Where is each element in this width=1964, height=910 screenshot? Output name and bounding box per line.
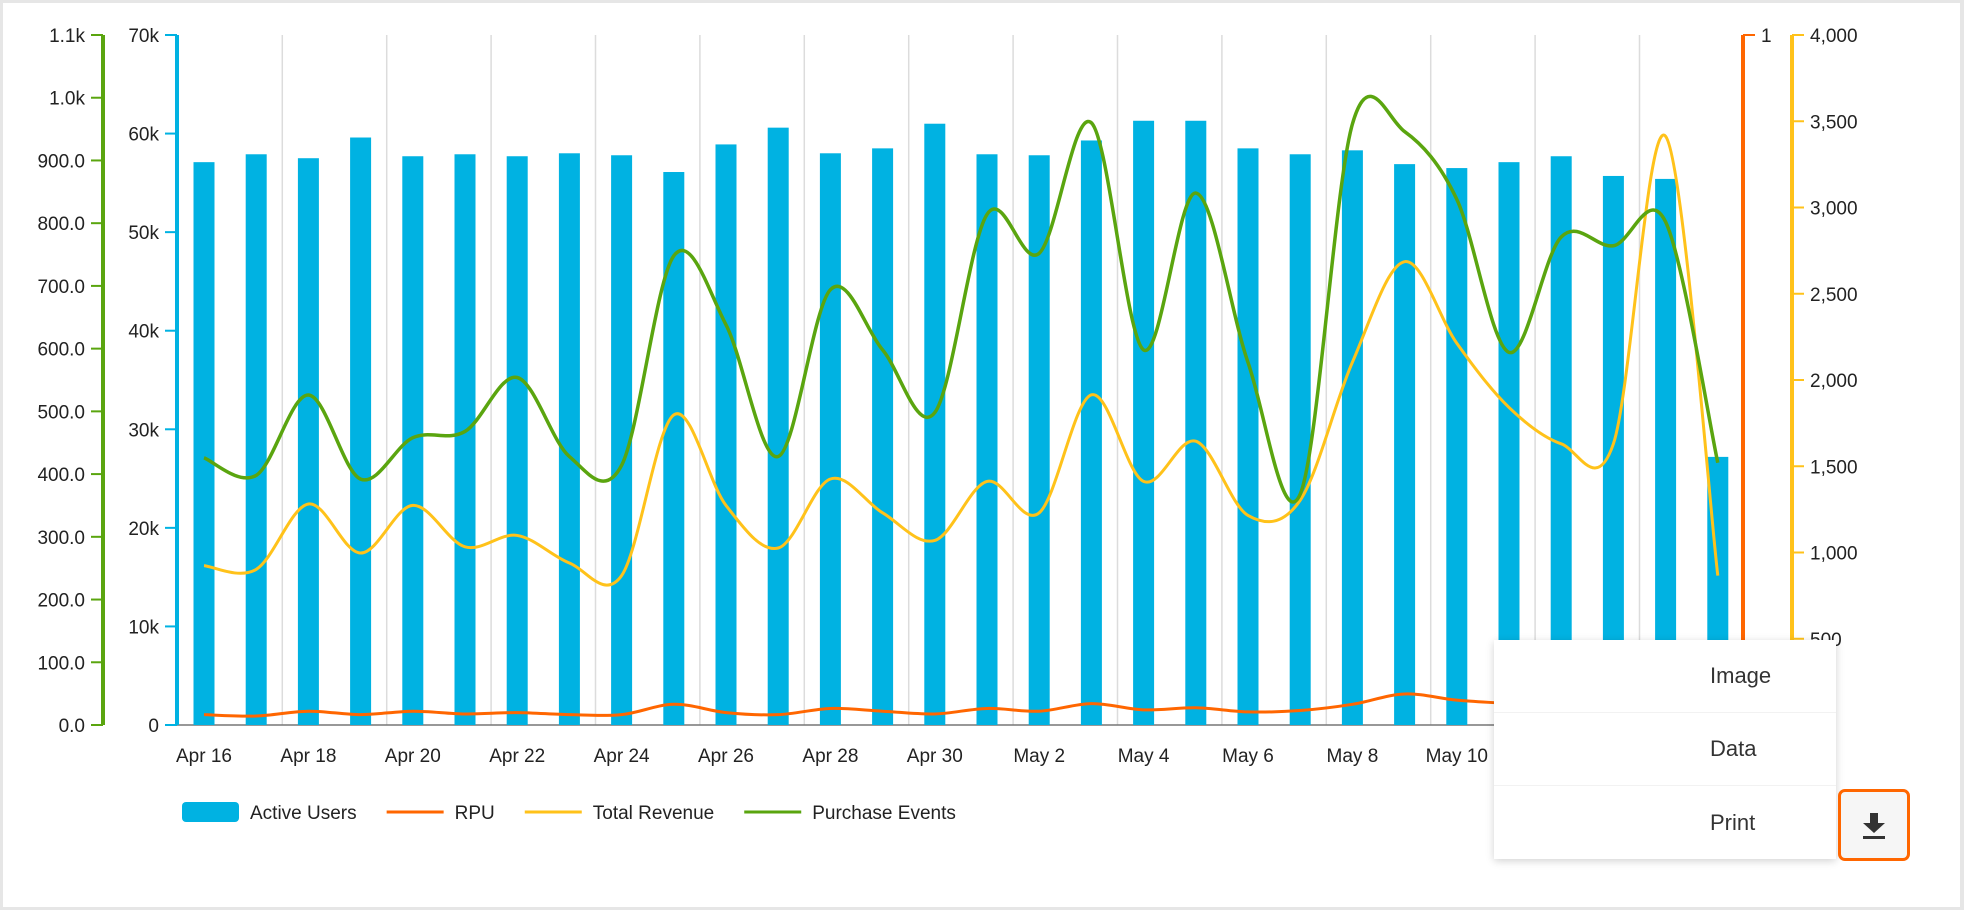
purchase-tick-label: 1.1k xyxy=(49,26,85,47)
x-tick-label: May 2 xyxy=(1013,746,1065,767)
x-tick-label: Apr 20 xyxy=(385,746,441,767)
legend-label-rpu: RPU xyxy=(455,803,495,824)
users-tick-label: 20k xyxy=(128,519,159,540)
purchase-tick-label: 400.0 xyxy=(37,465,85,486)
bar-active-users xyxy=(1446,168,1468,726)
bar-active-users xyxy=(1550,156,1572,725)
bar-active-users xyxy=(1602,175,1624,725)
legend-label-active-users: Active Users xyxy=(250,803,357,824)
x-tick-label: Apr 16 xyxy=(176,746,232,767)
users-tick-label: 70k xyxy=(128,26,159,47)
purchase-tick-label: 500.0 xyxy=(37,402,85,423)
x-tick-label: Apr 28 xyxy=(802,746,858,767)
x-tick-label: May 6 xyxy=(1222,746,1274,767)
x-tick-label: May 10 xyxy=(1426,746,1488,767)
bar-active-users xyxy=(715,144,737,725)
line-rpu xyxy=(203,692,1718,718)
users-tick-label: 0 xyxy=(148,716,159,737)
bar-active-users xyxy=(193,162,215,725)
revenue-tick-label: 1,500 xyxy=(1810,457,1858,478)
x-tick-label: Apr 22 xyxy=(489,746,545,767)
download-button[interactable] xyxy=(1838,789,1910,861)
purchase-tick-label: 600.0 xyxy=(37,340,85,361)
line-purchase-events xyxy=(203,94,1720,504)
bar-active-users xyxy=(1185,120,1207,725)
purchase-tick-label: 100.0 xyxy=(37,653,85,674)
bar-active-users xyxy=(1080,140,1102,725)
x-tick-label: Apr 18 xyxy=(280,746,336,767)
bar-active-users xyxy=(663,172,685,725)
rpu-tick-label: 1 xyxy=(1761,26,1772,47)
menu-item-data-label: Data xyxy=(1710,736,1757,761)
revenue-tick-label: 2,000 xyxy=(1810,371,1858,392)
bar-active-users xyxy=(872,148,894,725)
menu-item-print[interactable]: Print xyxy=(1494,786,1836,859)
bar-active-users xyxy=(1237,148,1259,725)
bar-active-users xyxy=(1028,155,1050,725)
users-tick-label: 40k xyxy=(128,322,159,343)
purchase-tick-label: 200.0 xyxy=(37,591,85,612)
users-tick-label: 50k xyxy=(128,223,159,244)
purchase-tick-label: 0.0 xyxy=(59,716,85,737)
legend-label-total-revenue: Total Revenue xyxy=(593,803,714,824)
purchase-tick-label: 300.0 xyxy=(37,528,85,549)
users-tick-label: 30k xyxy=(128,420,159,441)
bar-active-users xyxy=(506,156,528,725)
users-tick-label: 10k xyxy=(128,617,159,638)
revenue-tick-label: 4,000 xyxy=(1810,26,1858,47)
bar-active-users xyxy=(767,127,789,725)
bar-active-users xyxy=(1341,150,1363,726)
menu-item-image[interactable]: Image xyxy=(1494,640,1836,713)
menu-item-data[interactable]: Data xyxy=(1494,713,1836,786)
bar-active-users xyxy=(924,123,946,725)
line-total-revenue xyxy=(203,133,1720,587)
x-tick-label: May 8 xyxy=(1327,746,1379,767)
bar-active-users xyxy=(1655,178,1677,725)
bar-active-users xyxy=(1498,162,1520,725)
bar-active-users xyxy=(1394,164,1416,726)
purchase-tick-label: 900.0 xyxy=(37,151,85,172)
x-tick-label: Apr 30 xyxy=(907,746,963,767)
purchase-tick-label: 1.0k xyxy=(49,89,85,110)
bar-active-users xyxy=(350,137,372,725)
bar-active-users xyxy=(245,154,267,725)
bar-active-users xyxy=(1289,154,1311,725)
x-tick-label: Apr 26 xyxy=(698,746,754,767)
revenue-tick-label: 3,000 xyxy=(1810,199,1858,220)
bar-active-users xyxy=(402,156,424,725)
x-tick-label: May 4 xyxy=(1118,746,1170,767)
purchase-tick-label: 800.0 xyxy=(37,214,85,235)
menu-item-print-label: Print xyxy=(1710,809,1756,835)
download-icon xyxy=(1863,813,1885,839)
revenue-tick-label: 2,500 xyxy=(1810,285,1858,306)
menu-item-image-label: Image xyxy=(1710,663,1772,688)
x-tick-label: Apr 24 xyxy=(594,746,650,767)
export-menu: Image Data Print xyxy=(1494,640,1836,859)
bar-active-users xyxy=(454,154,476,725)
legend-label-purchase-events: Purchase Events xyxy=(812,803,956,824)
bar-active-users xyxy=(1133,120,1155,725)
users-tick-label: 60k xyxy=(128,125,159,146)
bar-active-users xyxy=(558,153,580,726)
revenue-tick-label: 1,000 xyxy=(1810,544,1858,565)
bar-active-users xyxy=(976,154,998,725)
purchase-tick-label: 700.0 xyxy=(37,277,85,298)
revenue-tick-label: 3,500 xyxy=(1810,112,1858,133)
bar-active-users xyxy=(819,153,841,726)
legend-swatch-active-users xyxy=(182,802,239,822)
bar-active-users xyxy=(297,158,319,725)
